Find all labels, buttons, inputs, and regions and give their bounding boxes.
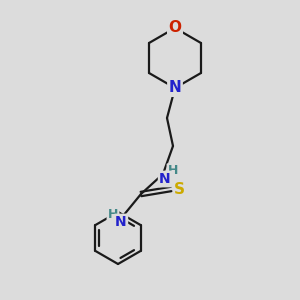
Text: H: H [168, 164, 178, 178]
Text: N: N [169, 80, 182, 95]
Text: S: S [173, 182, 184, 196]
Text: H: H [108, 208, 118, 220]
Text: O: O [169, 20, 182, 35]
Text: N: N [159, 172, 171, 186]
Text: N: N [115, 215, 127, 229]
